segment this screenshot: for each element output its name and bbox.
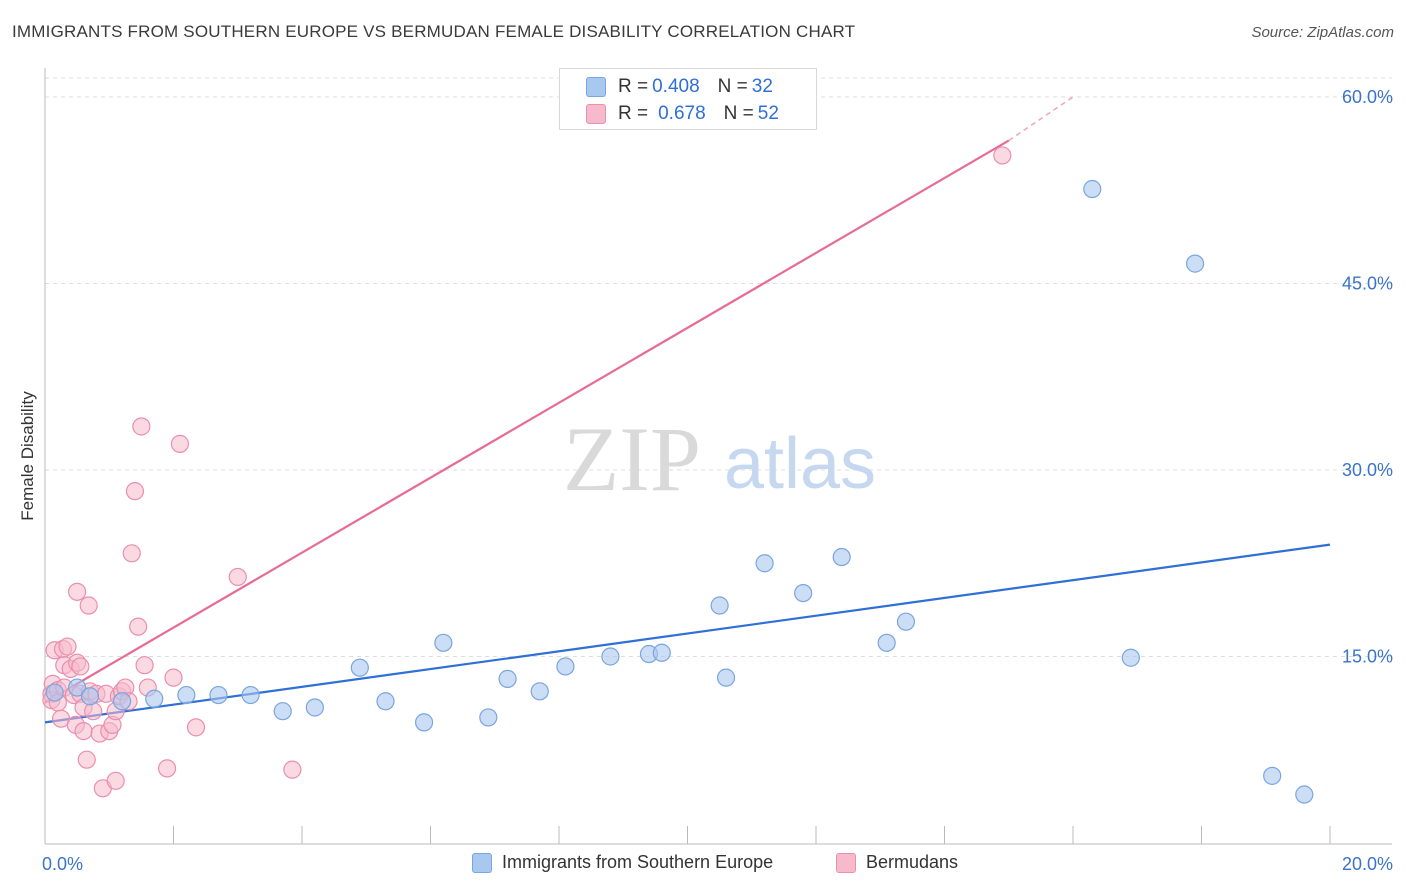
legend-label: Immigrants from Southern Europe: [502, 852, 774, 872]
stats-swatch-blue: [586, 77, 606, 97]
watermark-zip: ZIP: [563, 408, 701, 510]
point-southern-europe: [1263, 766, 1282, 785]
point-southern-europe: [1121, 648, 1140, 667]
point-bermudans: [77, 750, 96, 769]
correlation-stats-box: R = 0.408 N = 32 R = 0.678 N = 52: [559, 68, 817, 130]
point-bermudans: [84, 702, 103, 721]
y-axis-label: Female Disability: [18, 391, 37, 521]
source-label: Source: ZipAtlas.com: [1251, 24, 1394, 41]
point-southern-europe: [1185, 254, 1205, 273]
tick-label-layer: 15.0% 30.0% 45.0% 60.0% 0.0% 20.0%: [42, 87, 1393, 874]
point-southern-europe: [414, 713, 434, 732]
point-southern-europe: [80, 687, 100, 706]
point-bermudans: [122, 544, 141, 563]
point-southern-europe: [556, 657, 575, 676]
legend-swatch-pink: [836, 852, 856, 873]
stats-n-value: 32: [751, 76, 773, 97]
point-bermudans: [129, 617, 148, 636]
legend: Immigrants from Southern Europe Bermudan…: [0, 852, 1406, 878]
stats-n-label: N =: [723, 103, 754, 124]
point-southern-europe: [273, 702, 292, 721]
watermark-atlas: atlas: [724, 424, 876, 504]
legend-item-southern-europe[interactable]: Immigrants from Southern Europe: [472, 852, 773, 873]
point-southern-europe: [241, 685, 260, 705]
point-bermudans: [106, 771, 125, 790]
watermark: ZIP atlas: [563, 408, 876, 510]
point-bermudans: [135, 656, 154, 675]
point-southern-europe: [832, 547, 851, 567]
stats-r-label: R =: [618, 76, 649, 97]
point-layer: [42, 146, 1314, 804]
point-southern-europe: [755, 554, 774, 573]
point-southern-europe: [1295, 785, 1314, 804]
point-southern-europe: [45, 683, 64, 702]
stats-n-value: 52: [757, 103, 779, 124]
axis-layer: [44, 68, 1392, 845]
point-southern-europe: [652, 643, 671, 662]
point-bermudans: [132, 417, 151, 436]
point-bermudans: [228, 567, 247, 587]
stats-row-southern-europe: R = 0.408 N = 32: [586, 75, 773, 99]
point-southern-europe: [601, 647, 620, 666]
trendline-bermudans: [44, 139, 1010, 704]
point-southern-europe: [530, 682, 549, 701]
point-southern-europe: [209, 685, 228, 705]
point-southern-europe: [350, 658, 369, 677]
stats-row-bermudans: R = 0.678 N = 52: [586, 102, 779, 126]
point-southern-europe: [305, 698, 324, 717]
point-southern-europe: [716, 668, 736, 687]
legend-swatch-blue: [472, 852, 492, 873]
point-bermudans: [125, 482, 145, 501]
chart-title: IMMIGRANTS FROM SOUTHERN EUROPE VS BERMU…: [12, 22, 856, 41]
point-southern-europe: [896, 612, 916, 631]
stats-r-value: 0.678: [658, 103, 706, 124]
point-southern-europe: [177, 685, 196, 705]
point-bermudans: [74, 721, 93, 741]
y-tick-label: 15.0%: [1342, 647, 1393, 667]
point-southern-europe: [68, 678, 87, 697]
stats-r-value: 0.408: [652, 76, 700, 97]
point-bermudans: [79, 596, 98, 615]
point-bermudans: [157, 759, 177, 778]
x-tick-label: 0.0%: [42, 854, 83, 874]
y-tick-label: 60.0%: [1342, 87, 1393, 107]
legend-item-bermudans[interactable]: Bermudans: [836, 852, 958, 873]
point-southern-europe: [376, 692, 395, 711]
point-southern-europe: [877, 633, 896, 652]
x-tick-label: 20.0%: [1342, 854, 1393, 874]
point-bermudans: [186, 718, 206, 737]
point-bermudans: [993, 146, 1012, 165]
stats-swatch-pink: [586, 104, 606, 124]
point-southern-europe: [498, 669, 517, 688]
point-southern-europe: [1083, 179, 1102, 199]
point-bermudans: [283, 760, 302, 779]
grid-layer: [45, 77, 1392, 657]
stats-r-label: R =: [618, 103, 649, 124]
point-bermudans: [68, 582, 87, 601]
y-tick-label: 45.0%: [1342, 274, 1393, 294]
trendline-bermudans-extension: [1008, 96, 1074, 142]
point-southern-europe: [794, 583, 813, 603]
stats-n-label: N =: [717, 76, 748, 97]
point-southern-europe: [479, 708, 498, 727]
point-southern-europe: [434, 633, 453, 652]
point-southern-europe: [710, 596, 729, 615]
legend-label: Bermudans: [866, 852, 959, 872]
point-bermudans: [71, 657, 90, 676]
point-bermudans: [164, 668, 183, 687]
y-tick-label: 30.0%: [1342, 460, 1393, 480]
point-bermudans: [170, 434, 190, 453]
point-southern-europe: [145, 689, 164, 708]
point-bermudans: [58, 637, 77, 656]
point-southern-europe: [112, 692, 132, 711]
